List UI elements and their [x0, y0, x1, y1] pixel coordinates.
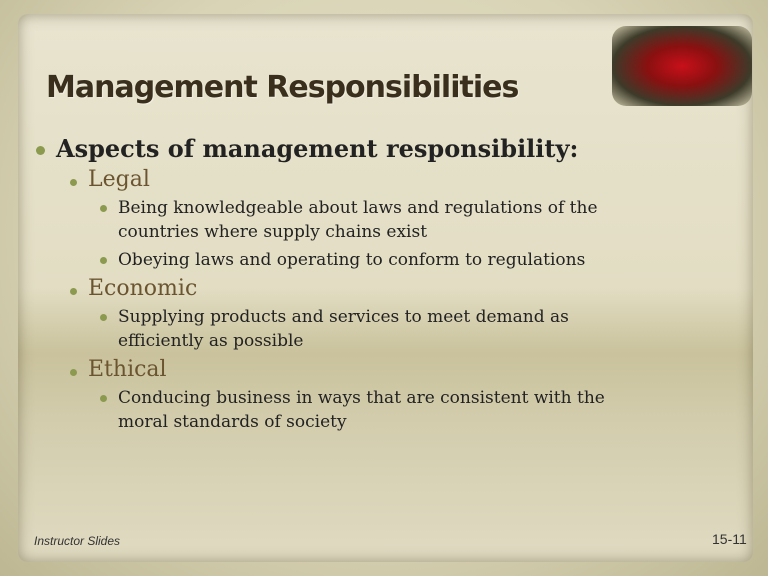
bullet-text: Being knowledgeable about laws and regul…: [118, 198, 598, 242]
bullet-text: Supplying products and services to meet …: [118, 307, 569, 351]
bullet-item: Aspects of management responsibility: Leg…: [34, 134, 674, 434]
bullet-item: Ethical Conducing business in ways that a…: [66, 357, 674, 434]
list-level-1: Aspects of management responsibility: Leg…: [34, 134, 674, 434]
bullet-item: Economic Supplying products and services …: [66, 276, 674, 353]
bullet-text: Aspects of management responsibility:: [56, 134, 579, 163]
bullet-text: Ethical: [88, 357, 167, 382]
bullet-text: Conducing business in ways that are cons…: [118, 388, 605, 432]
bullet-text: Obeying laws and operating to conform to…: [118, 250, 586, 270]
list-level-3: Conducing business in ways that are cons…: [88, 386, 674, 434]
bullet-item: Legal Being knowledgeable about laws and …: [66, 167, 674, 272]
bullet-text: Economic: [88, 276, 198, 301]
leaf-image: [612, 26, 752, 106]
footer-right: 15-11: [712, 531, 747, 547]
bullet-item: Conducing business in ways that are cons…: [98, 386, 674, 434]
bullet-list: Aspects of management responsibility: Leg…: [34, 134, 674, 434]
footer-left: Instructor Slides: [34, 534, 121, 548]
bullet-item: Being knowledgeable about laws and regul…: [98, 196, 674, 244]
list-level-3: Supplying products and services to meet …: [88, 305, 674, 353]
bullet-item: Supplying products and services to meet …: [98, 305, 674, 353]
list-level-2: Legal Being knowledgeable about laws and …: [56, 167, 674, 434]
list-level-3: Being knowledgeable about laws and regul…: [88, 196, 674, 272]
slide-title: Management Responsibilities: [46, 70, 519, 105]
bullet-text: Legal: [88, 167, 150, 192]
bullet-item: Obeying laws and operating to conform to…: [98, 248, 674, 272]
